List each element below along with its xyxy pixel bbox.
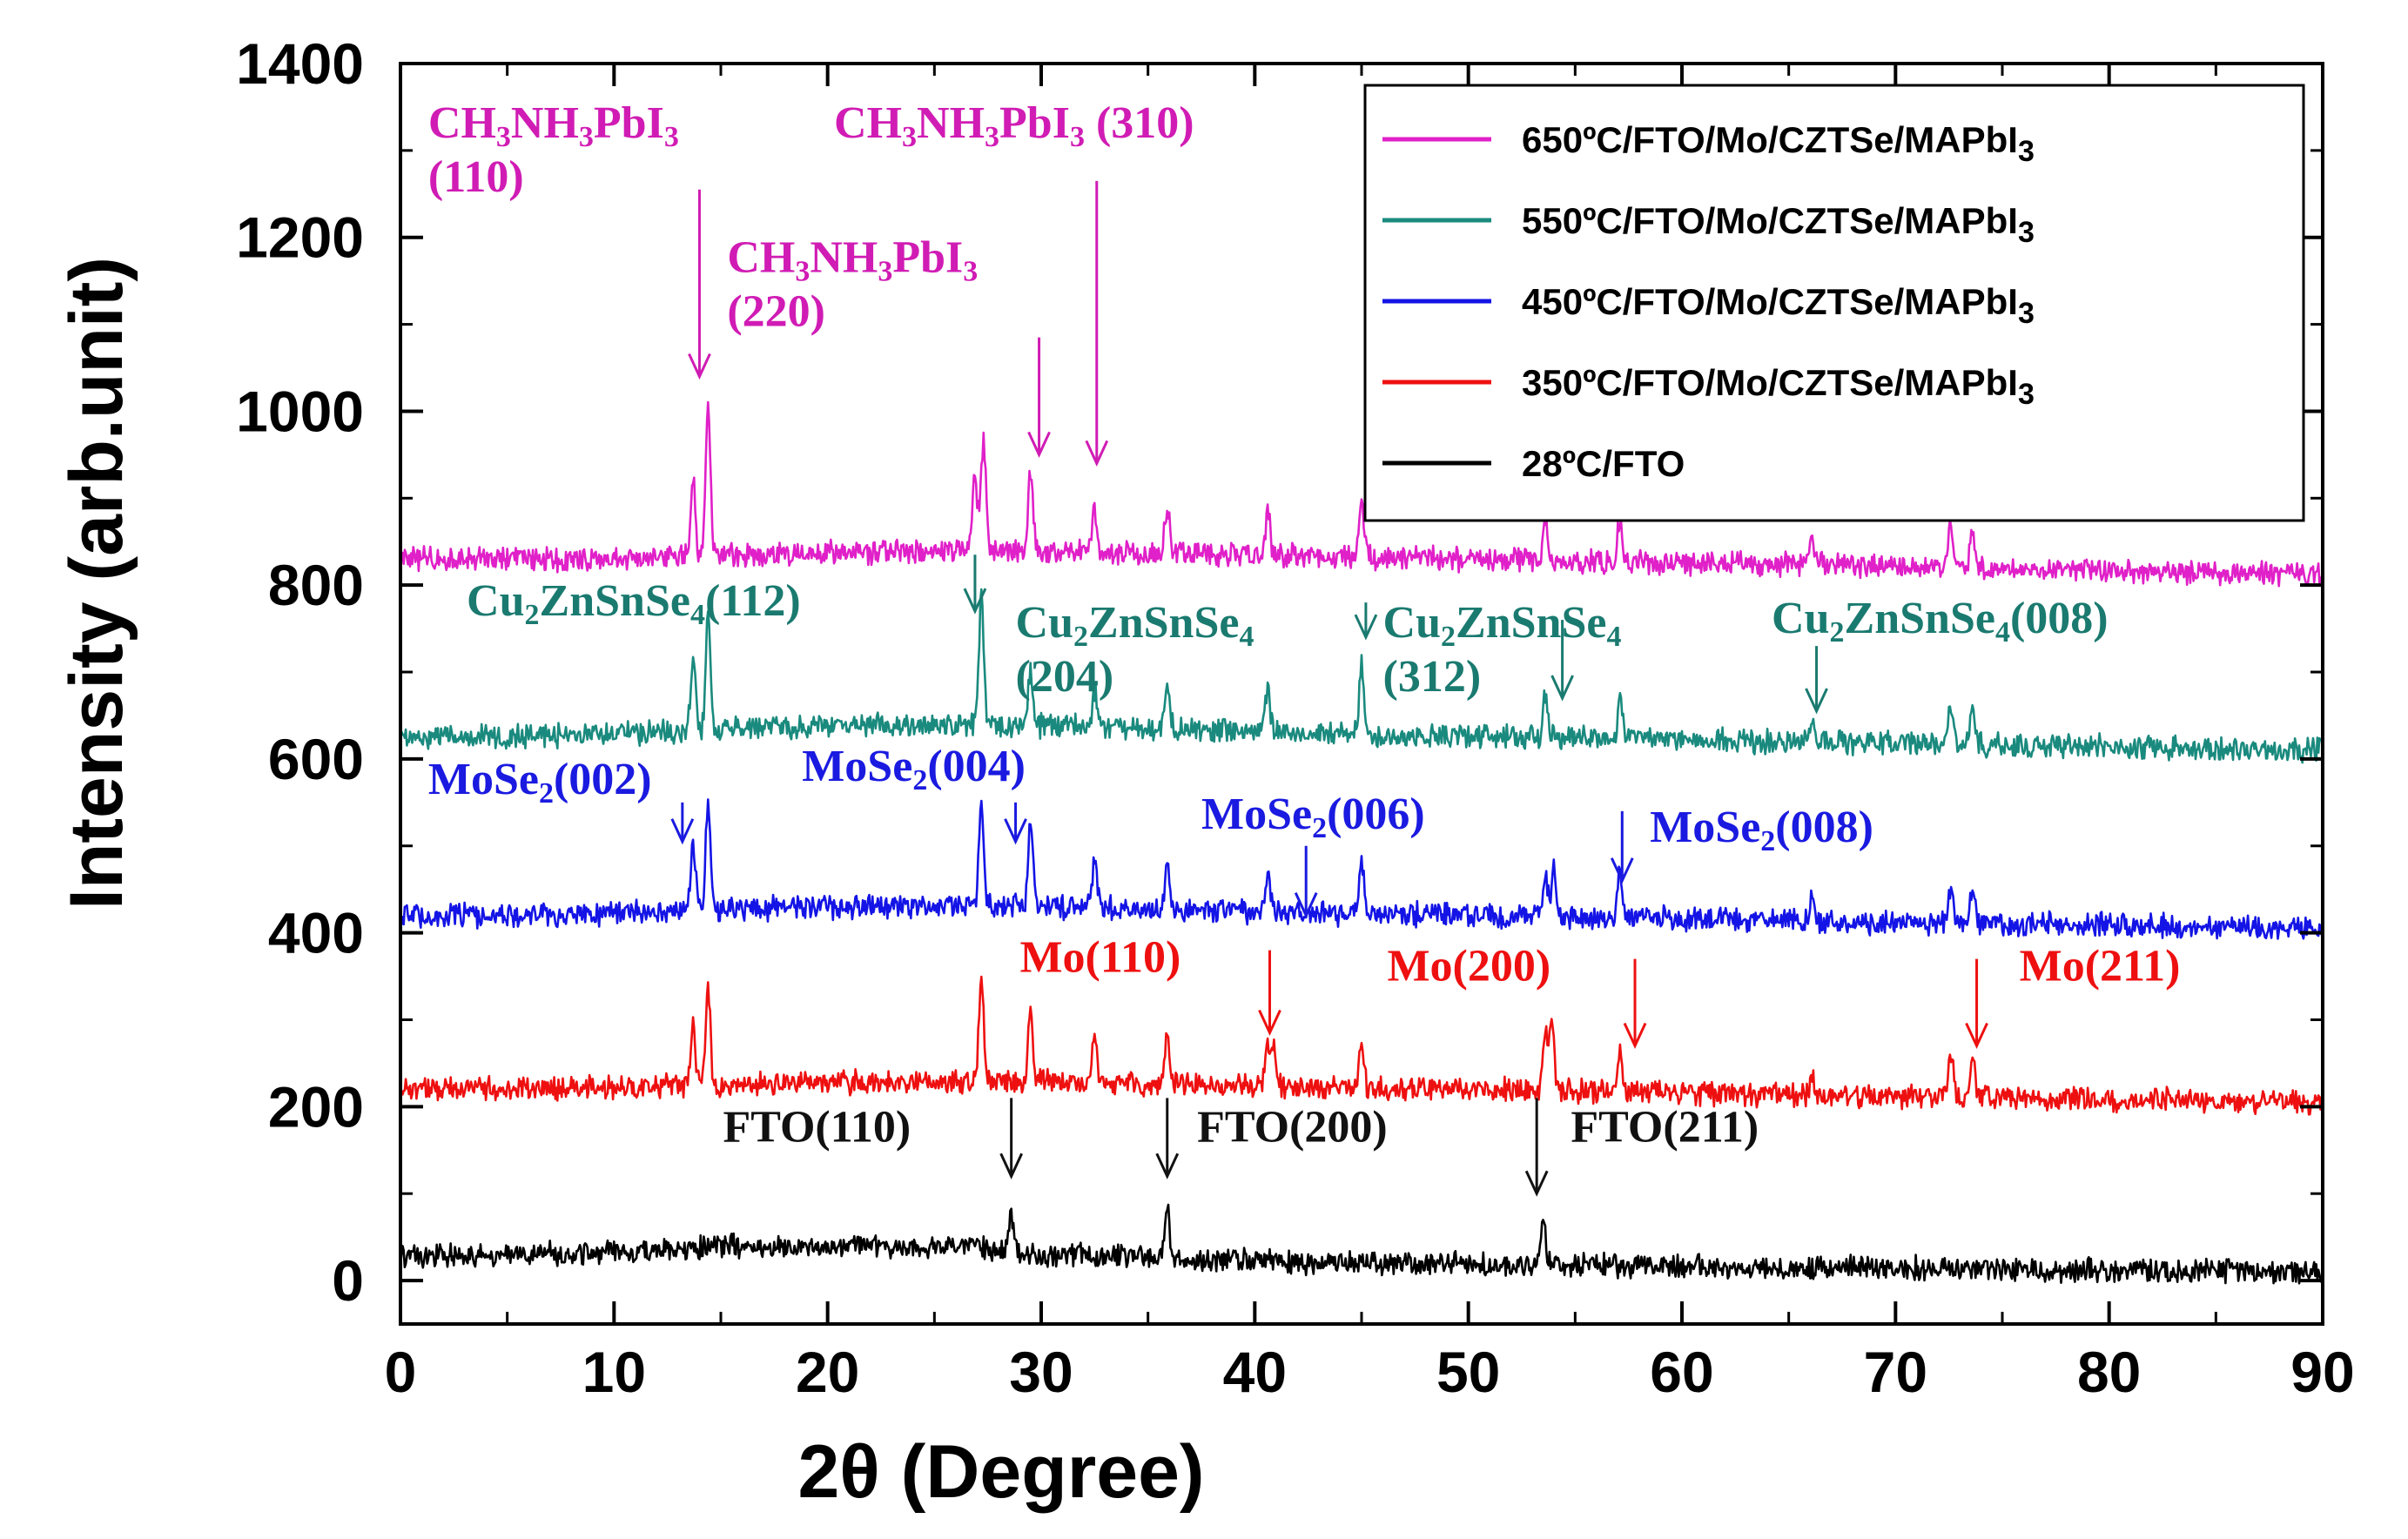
peak-annotation: FTO(110) bbox=[723, 1098, 1024, 1179]
peak-arrow-head bbox=[1610, 857, 1634, 884]
legend-box bbox=[1363, 84, 2305, 522]
peak-arrow-head bbox=[670, 818, 695, 845]
x-tick-label: 20 bbox=[796, 1340, 859, 1404]
peak-label: FTO(200) bbox=[1197, 1102, 1388, 1152]
peak-label: FTO(110) bbox=[723, 1102, 911, 1152]
x-tick-label: 40 bbox=[1223, 1340, 1287, 1404]
legend: 650ºC/FTO/Mo/CZTSe/MAPbI3 550ºC/FTO/Mo/CZ… bbox=[1363, 84, 2305, 522]
legend-label: 28ºC/FTO bbox=[1522, 443, 1685, 484]
x-tick-label: 70 bbox=[1864, 1340, 1927, 1404]
peak-arrow-head bbox=[1623, 1022, 1647, 1050]
x-tick-label: 50 bbox=[1436, 1340, 1500, 1404]
peak-arrow-head bbox=[1085, 440, 1109, 467]
peak-annotation: MoSe2(006) bbox=[1201, 790, 1425, 919]
x-tick-label: 10 bbox=[582, 1340, 646, 1404]
peak-arrow-head bbox=[1354, 614, 1378, 641]
y-tick-label: 1000 bbox=[236, 379, 364, 443]
peak-label: Mo(211) bbox=[2020, 942, 2181, 991]
y-tick-label: 800 bbox=[268, 553, 364, 617]
peak-annotation: Mo(200) bbox=[1387, 942, 1647, 1050]
peak-annotation: Cu2ZnSnSe4(204) bbox=[1016, 598, 1378, 702]
peak-label: MoSe2(002) bbox=[428, 755, 652, 810]
y-axis-title: Intensity (arb.unit) bbox=[55, 257, 138, 910]
peak-annotation: Mo(110) bbox=[1019, 933, 1281, 1037]
peak-annotation: MoSe2(004) bbox=[802, 742, 1027, 845]
y-tick-label: 1200 bbox=[236, 205, 364, 270]
peak-annotation: Cu2ZnSnSe4(112) bbox=[467, 554, 987, 631]
peak-arrow-head bbox=[999, 1153, 1024, 1179]
x-tick-label: 90 bbox=[2290, 1340, 2354, 1404]
legend-label: 350ºC/FTO/Mo/CZTSe/MAPbI3 bbox=[1522, 362, 2035, 411]
peak-label: Cu2ZnSnSe4 bbox=[1016, 598, 1254, 653]
peak-annotation: Cu2ZnSnSe4(008) bbox=[1772, 594, 2109, 715]
series-line-2 bbox=[399, 588, 2324, 764]
y-tick-label: 600 bbox=[268, 727, 364, 791]
legend-label: 550ºC/FTO/Mo/CZTSe/MAPbI3 bbox=[1522, 200, 2035, 249]
peak-annotation: Mo(211) bbox=[1965, 942, 2181, 1050]
peak-label: MoSe2(004) bbox=[802, 742, 1026, 796]
y-tick-label: 0 bbox=[332, 1248, 364, 1313]
annotation-layer: CH3NH3PbI3(110)CH3NH3PbI3 (310)CH3NH3PbI… bbox=[428, 98, 2181, 1197]
peak-annotation: MoSe2(002) bbox=[428, 755, 695, 845]
legend-label: 650ºC/FTO/Mo/CZTSe/MAPbI3 bbox=[1522, 119, 2035, 168]
peak-label: CH3NH3PbI3 (310) bbox=[834, 98, 1194, 153]
peak-label: (220) bbox=[727, 287, 825, 337]
series-line-1 bbox=[399, 400, 2324, 588]
peak-label: Mo(110) bbox=[1019, 933, 1180, 983]
peak-annotation: CH3NH3PbI3(110) bbox=[428, 98, 711, 380]
x-axis-title: 2θ (Degree) bbox=[797, 1430, 1204, 1514]
peak-arrow-head bbox=[963, 588, 987, 615]
peak-label: Mo(200) bbox=[1387, 942, 1550, 991]
peak-label: Cu2ZnSnSe4(112) bbox=[467, 576, 801, 631]
peak-arrow-head bbox=[688, 353, 711, 380]
peak-annotation: CH3NH3PbI3 (310) bbox=[834, 98, 1194, 467]
x-tick-label: 80 bbox=[2077, 1340, 2141, 1404]
axes-layer: 0 10 20 30 40 50 60 70 80 90 0 200 400 600 800 1000 1200… bbox=[236, 31, 2355, 1404]
peak-annotation: CH3NH3PbI3(220) bbox=[727, 233, 1051, 458]
legend-label: 450ºC/FTO/Mo/CZTSe/MAPbI3 bbox=[1522, 281, 2035, 330]
y-tick-label: 400 bbox=[268, 901, 364, 965]
peak-arrow-head bbox=[1258, 1009, 1281, 1037]
peak-arrow-head bbox=[1027, 431, 1051, 458]
peak-annotation: Cu2ZnSnSe4(312) bbox=[1383, 598, 1622, 702]
y-tick-label: 1400 bbox=[236, 31, 364, 96]
peak-annotation: FTO(211) bbox=[1524, 1098, 1759, 1197]
peak-label: (204) bbox=[1016, 652, 1114, 702]
series-layer bbox=[399, 400, 2324, 1285]
peak-label: Cu2ZnSnSe4 bbox=[1383, 598, 1622, 653]
x-tick-label: 0 bbox=[385, 1340, 417, 1404]
x-tick-label: 30 bbox=[1009, 1340, 1073, 1404]
y-tick-label: 200 bbox=[268, 1074, 364, 1139]
peak-annotation: MoSe2(008) bbox=[1610, 803, 1873, 884]
peak-label: (110) bbox=[428, 152, 524, 202]
series-line-3 bbox=[399, 798, 2324, 940]
peak-arrow-head bbox=[1524, 1170, 1549, 1197]
peak-label: MoSe2(006) bbox=[1201, 790, 1425, 844]
series-line-5 bbox=[399, 1203, 2324, 1285]
peak-annotation: FTO(200) bbox=[1155, 1098, 1388, 1179]
peak-arrow-head bbox=[1965, 1022, 1988, 1050]
peak-arrow-head bbox=[1805, 688, 1828, 715]
peak-label: Cu2ZnSnSe4(008) bbox=[1772, 594, 2109, 649]
peak-arrow-head bbox=[1294, 892, 1318, 919]
peak-label: (312) bbox=[1383, 652, 1482, 702]
peak-label: MoSe2(008) bbox=[1650, 803, 1873, 857]
peak-arrow-head bbox=[1004, 818, 1027, 845]
series-line-4 bbox=[399, 975, 2324, 1116]
x-tick-label: 60 bbox=[1650, 1340, 1713, 1404]
peak-arrow-head bbox=[1155, 1153, 1180, 1179]
peak-label: FTO(211) bbox=[1571, 1102, 1759, 1152]
peak-label: CH3NH3PbI3 bbox=[428, 98, 679, 153]
peak-arrow-head bbox=[1550, 675, 1574, 702]
peak-label: CH3NH3PbI3 bbox=[727, 233, 978, 288]
